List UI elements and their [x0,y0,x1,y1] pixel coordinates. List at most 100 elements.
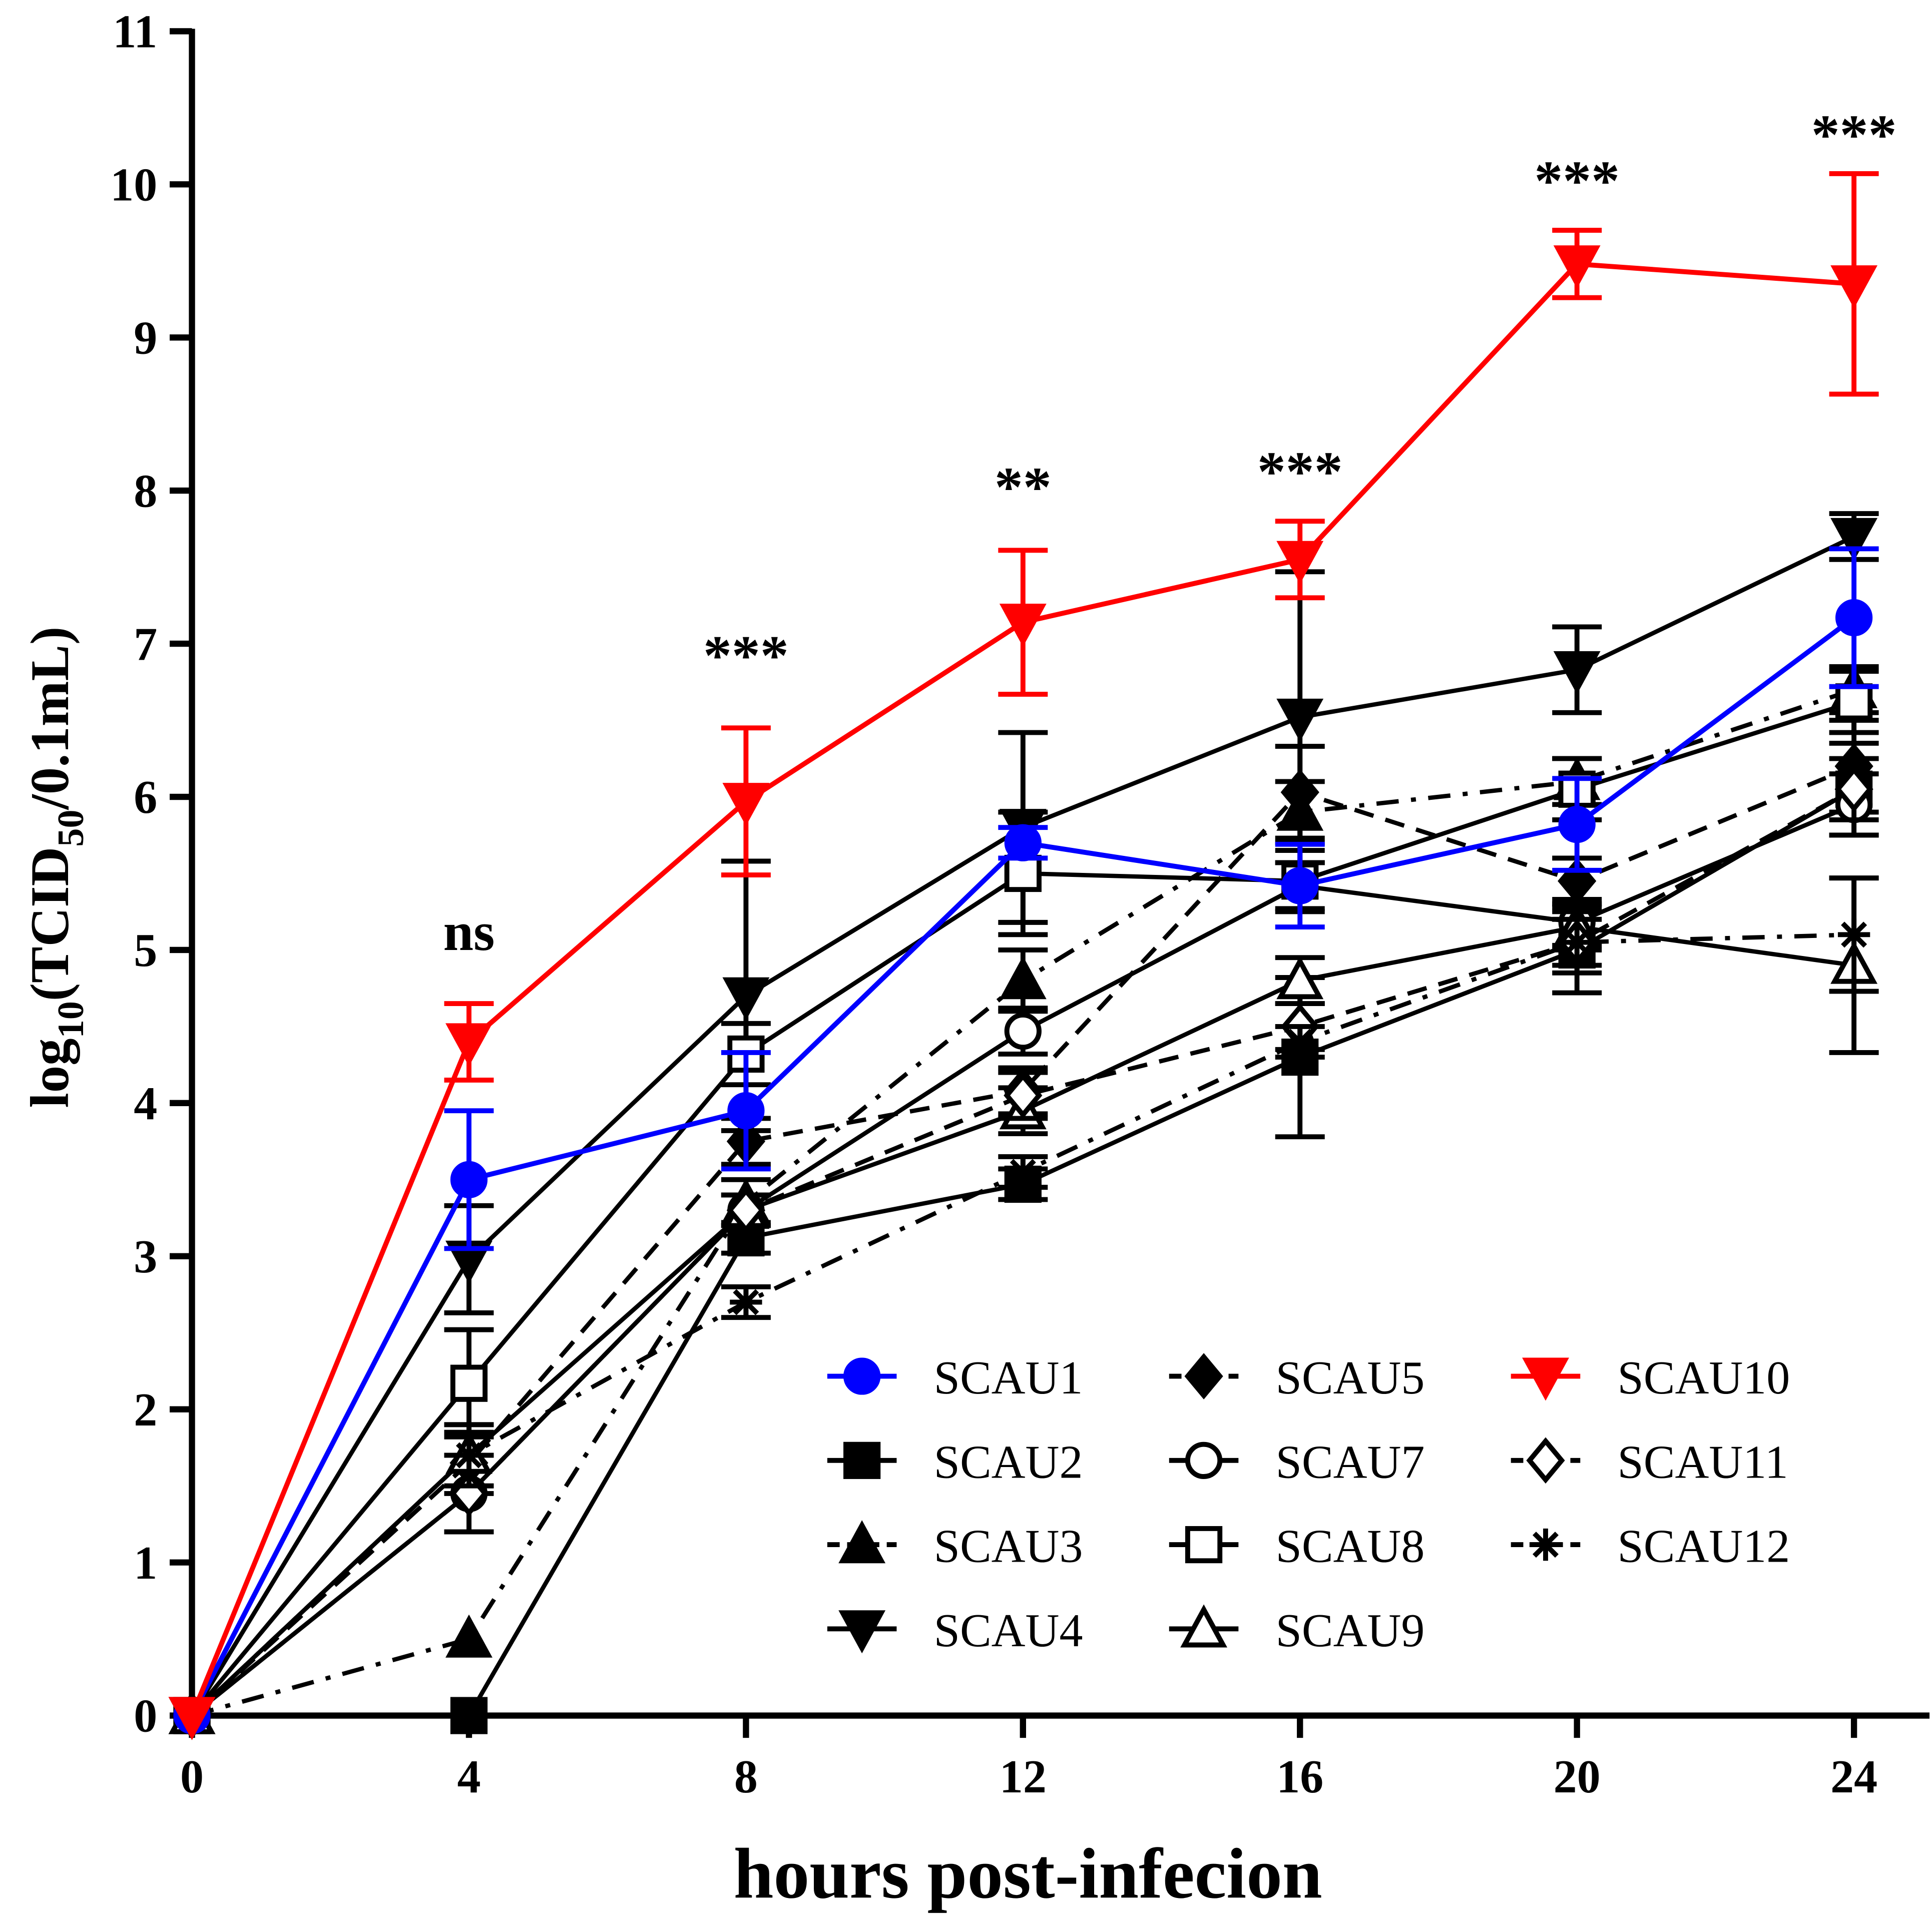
y-tick-label: 9 [134,312,157,364]
legend-item-scau4: SCAU4 [827,1605,1083,1657]
data-point [1276,956,1324,1000]
legend-item-scau5: SCAU5 [1169,1352,1425,1404]
data-point [1004,1012,1042,1050]
data-point [730,1286,762,1318]
data-point [1004,824,1042,861]
data-point [1558,805,1596,843]
y-label-sub50: 50 [51,810,92,847]
legend-label: SCAU10 [1618,1352,1790,1404]
legend-marker [843,1357,881,1395]
y-label-tcid: (TCID [20,847,80,1001]
data-point [1284,1026,1316,1058]
significance-label: ** [995,455,1052,519]
y-tick-label: 0 [134,1690,157,1742]
data-point [452,1439,486,1472]
data-point [1280,769,1319,816]
x-tick-label: 12 [1000,1751,1047,1803]
data-point [1281,867,1319,904]
y-tick-label: 2 [134,1384,157,1436]
data-point [726,1187,765,1234]
legend-item-scau1: SCAU1 [827,1352,1083,1404]
x-tick-label: 0 [180,1751,204,1803]
legend-marker [1185,1442,1223,1479]
y-tick-label: 3 [134,1231,157,1283]
series-layer [168,171,1879,1740]
data-point [1007,1156,1039,1188]
data-point [450,1161,488,1198]
legend-item-scau8: SCAU8 [1169,1521,1425,1573]
data-point [1835,683,1873,721]
legend-marker [1529,1528,1562,1561]
legend-label: SCAU9 [1276,1605,1425,1657]
significance-label: *** [1811,103,1897,166]
y-tick-label: 7 [134,618,157,670]
y-tick-label: 10 [110,159,157,211]
data-point [1276,541,1324,584]
y-tick-label: 5 [134,924,157,977]
legend-label: SCAU12 [1618,1521,1790,1573]
y-label-log: log [20,1038,80,1108]
data-point [727,1092,765,1130]
legend-item-scau11: SCAU11 [1511,1436,1788,1488]
legend-item-scau10: SCAU10 [1511,1352,1790,1404]
y-label-sub10: 10 [51,1001,92,1038]
data-point [1830,265,1878,309]
legend: SCAU1 SCAU2 SCAU3 SCAU4 SCAU5 SCAU7 SCAU8 SCAU9… [827,1352,1790,1657]
series-scau12 [176,875,1879,1732]
data-point [1004,854,1042,892]
data-point [168,1697,216,1740]
data-point [1004,1072,1043,1119]
legend-marker [1184,1353,1223,1399]
y-axis-label: log10(TCID50/0.1mL) [20,627,92,1108]
legend-marker [1180,1604,1228,1648]
y-tick-label: 8 [134,465,157,517]
x-tick-label: 16 [1276,1751,1323,1803]
x-tick-label: 24 [1830,1751,1877,1803]
legend-marker [843,1442,881,1479]
data-point [1553,651,1601,695]
significance-label: ns [443,901,495,962]
y-tick-label: 1 [134,1537,157,1589]
legend-label: SCAU1 [934,1352,1083,1404]
legend-label: SCAU3 [934,1521,1083,1573]
y-tick-label: 4 [134,1078,157,1130]
data-point [999,956,1047,1000]
significance-label: *** [703,624,789,687]
data-point [1834,766,1873,813]
data-point [1561,926,1593,959]
legend-marker [1526,1437,1565,1484]
data-point [1837,918,1870,951]
significance-label: *** [1257,440,1343,503]
x-tick-label: 20 [1554,1751,1601,1803]
legend-marker [838,1520,886,1564]
series-scau10 [168,171,1879,1740]
legend-item-scau2: SCAU2 [827,1436,1083,1488]
legend-marker [838,1610,886,1654]
data-point [1835,599,1873,637]
data-point [1553,245,1601,289]
data-point [722,977,770,1021]
legend-item-scau3: SCAU3 [827,1520,1083,1573]
legend-item-scau9: SCAU9 [1169,1604,1425,1657]
x-tick-label: 8 [734,1751,758,1803]
y-tick-label: 11 [113,6,157,58]
x-tick-label: 4 [457,1751,480,1803]
legend-marker [1522,1357,1569,1401]
legend-label: SCAU7 [1276,1436,1425,1488]
legend-label: SCAU5 [1276,1352,1425,1404]
data-point [722,783,770,826]
data-point [999,604,1047,647]
data-point [1276,698,1324,742]
legend-label: SCAU11 [1618,1436,1788,1488]
legend-marker [1185,1526,1223,1564]
legend-item-scau7: SCAU7 [1169,1436,1425,1488]
legend-label: SCAU8 [1276,1521,1425,1573]
significance-label: *** [1534,149,1620,212]
annotations: ns***** ********* [443,103,1897,962]
legend-label: SCAU4 [934,1605,1083,1657]
y-label-unit: /0.1mL) [20,627,80,811]
legend-label: SCAU2 [934,1436,1083,1488]
legend-item-scau12: SCAU12 [1511,1521,1790,1573]
